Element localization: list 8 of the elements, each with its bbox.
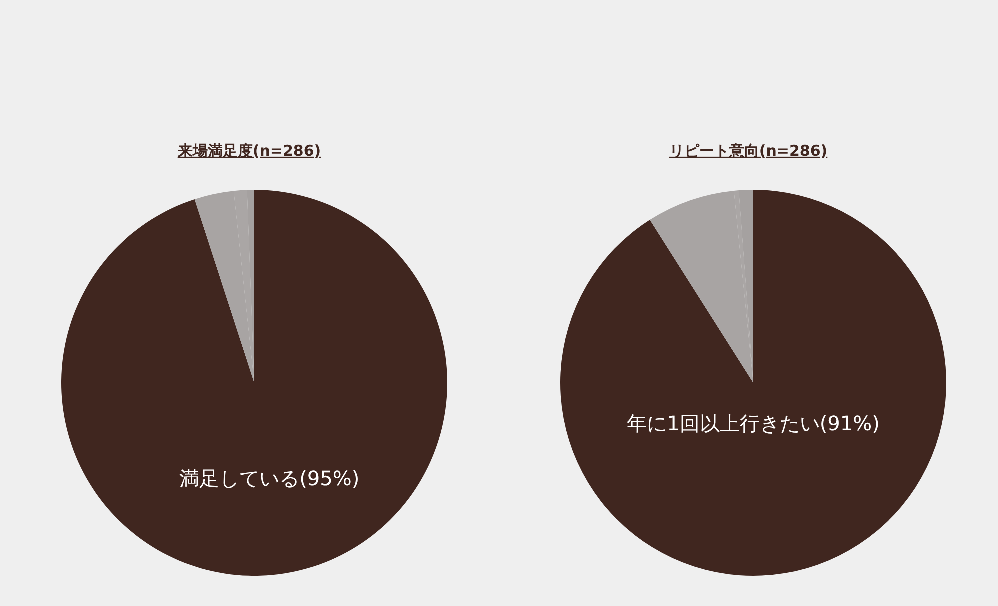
pie-slice bbox=[650, 190, 754, 383]
chart-title: 来場満足度(n=286) bbox=[176, 142, 322, 160]
chart-title: リピート意向(n=286) bbox=[669, 142, 828, 160]
data-label: 満足している(95%) bbox=[180, 466, 360, 490]
pie-slice bbox=[194, 191, 254, 383]
pie-slice bbox=[62, 190, 448, 576]
data-label: 年に1回以上行きたい(91%) bbox=[627, 412, 880, 436]
pie-slice bbox=[560, 190, 946, 576]
